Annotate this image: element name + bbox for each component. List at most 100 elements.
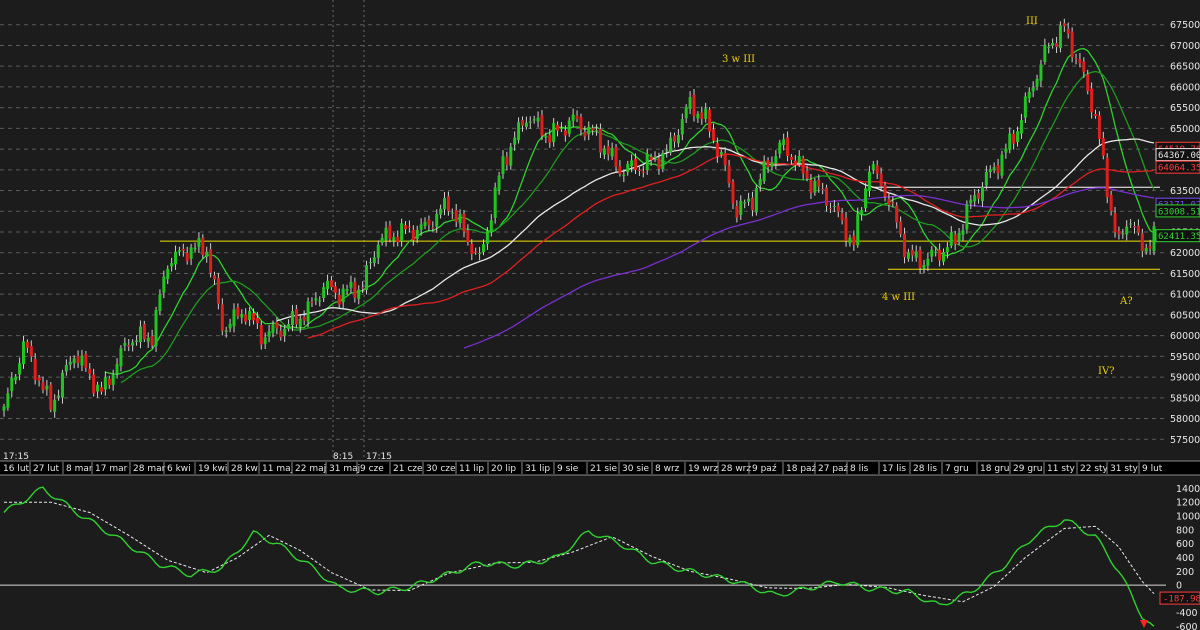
price-tick-label-19: 58000	[1170, 414, 1200, 425]
moving-average-1	[120, 70, 1155, 384]
date-tick-label-15: 20 lip	[491, 464, 516, 474]
candle-body-239	[934, 251, 938, 253]
candle-body-151	[591, 127, 595, 131]
date-tick-label-34: 31 sty	[1110, 464, 1139, 474]
candle-body-75	[294, 308, 298, 325]
candle-body-33	[131, 342, 135, 346]
oscillator-tick-label-4: 600	[1176, 539, 1194, 550]
candle-body-188	[735, 205, 739, 218]
candle-body-35	[138, 326, 142, 343]
candle-body-21	[84, 353, 88, 368]
oscillator-panel: 1400120010008006004002000-200-400-600-18…	[0, 474, 1200, 630]
candle-body-105	[411, 229, 415, 241]
candle-body-236	[922, 264, 926, 269]
candle-body-28	[111, 375, 115, 385]
candle-body-235	[918, 249, 922, 269]
candle-body-276	[1078, 59, 1082, 64]
price-tag-label-5: 62411.35	[1158, 232, 1200, 242]
candle-body-107	[419, 224, 423, 230]
candle-body-196	[766, 159, 770, 167]
date-tick-label-1: 27 lut	[33, 464, 60, 474]
candle-body-109	[427, 219, 431, 226]
candle-body-250	[977, 192, 981, 199]
candle-body-54	[213, 275, 217, 280]
candle-body-172	[673, 135, 677, 142]
candle-body-269	[1051, 43, 1055, 46]
candle-body-215	[840, 213, 844, 221]
candle-body-163	[637, 170, 641, 172]
date-tick-label-25: 27 paź	[818, 464, 849, 474]
candle-body-26	[103, 377, 107, 390]
candle-body-233	[910, 249, 914, 256]
candle-body-56	[220, 304, 224, 331]
candle-body-19	[76, 355, 80, 364]
candle-body-137	[536, 117, 540, 122]
candle-body-71	[279, 330, 283, 338]
moving-average-4	[463, 187, 1155, 349]
date-tick-label-20: 8 wrz	[655, 464, 680, 474]
candle-body-125	[489, 220, 493, 233]
candle-body-18	[72, 358, 76, 364]
candle-body-158	[618, 166, 622, 175]
candle-body-108	[423, 221, 427, 226]
candle-body-241	[941, 252, 945, 262]
candle-body-207	[809, 179, 813, 193]
candle-body-4	[18, 363, 22, 375]
candle-body-221	[864, 188, 868, 209]
candle-body-247	[965, 204, 969, 230]
candle-body-171	[669, 137, 673, 153]
date-tick-label-33: 22 sty	[1080, 464, 1109, 474]
candle-body-242	[945, 247, 949, 253]
price-tick-label-13: 61000	[1170, 290, 1200, 301]
price-tick-label-12: 61500	[1170, 269, 1200, 280]
candle-body-156	[610, 147, 614, 157]
candle-body-248	[969, 199, 973, 204]
time-label-0: 17:15	[3, 452, 29, 462]
candle-body-283	[1105, 157, 1109, 198]
candle-body-77	[302, 316, 306, 321]
wave-annotation-1: 3 w III	[722, 54, 755, 65]
candle-body-180	[704, 108, 708, 119]
time-label-1: 8:15	[333, 452, 353, 462]
candle-body-290	[1133, 225, 1137, 228]
candle-body-147	[575, 115, 579, 120]
candle-body-234	[914, 251, 918, 258]
candle-body-153	[598, 128, 602, 153]
candle-body-217	[848, 237, 852, 244]
candle-body-205	[801, 158, 805, 174]
candle-body-46	[181, 248, 185, 251]
candle-body-2	[10, 377, 14, 392]
candle-body-293	[1144, 247, 1148, 252]
candle-body-5	[21, 341, 25, 365]
candle-body-161	[630, 160, 634, 167]
candle-body-267	[1043, 44, 1047, 62]
candle-body-86	[337, 294, 341, 305]
date-tick-label-22: 28 wrz	[721, 464, 751, 474]
candle-body-262	[1023, 96, 1027, 118]
candle-body-204	[797, 156, 801, 164]
candle-body-252	[984, 171, 988, 186]
candle-body-59	[232, 309, 236, 327]
candle-body-145	[567, 120, 571, 134]
moving-average-3	[307, 153, 1155, 339]
candle-body-157	[614, 147, 618, 167]
candle-body-192	[750, 197, 754, 211]
candle-body-1	[6, 393, 10, 408]
wave-annotation-3: A?	[1119, 296, 1133, 307]
candle-body-36	[142, 324, 146, 340]
support-resistance-levels	[160, 186, 1160, 270]
candle-body-194	[758, 179, 762, 186]
candle-body-212	[828, 208, 832, 210]
candle-body-152	[595, 130, 599, 132]
date-tick-label-0: 16 lut	[3, 464, 30, 474]
date-tick-label-29: 7 gru	[945, 464, 969, 474]
date-tick-label-8: 11 maj	[262, 464, 293, 474]
candle-body-258	[1008, 133, 1012, 150]
candle-body-218	[852, 235, 856, 245]
candle-body-209	[817, 179, 821, 187]
candle-body-216	[844, 217, 848, 241]
candle-body-87	[341, 288, 345, 303]
candle-body-245	[957, 232, 961, 242]
candle-body-118	[462, 213, 466, 232]
oscillator-tick-label-10: -600	[1176, 622, 1198, 630]
